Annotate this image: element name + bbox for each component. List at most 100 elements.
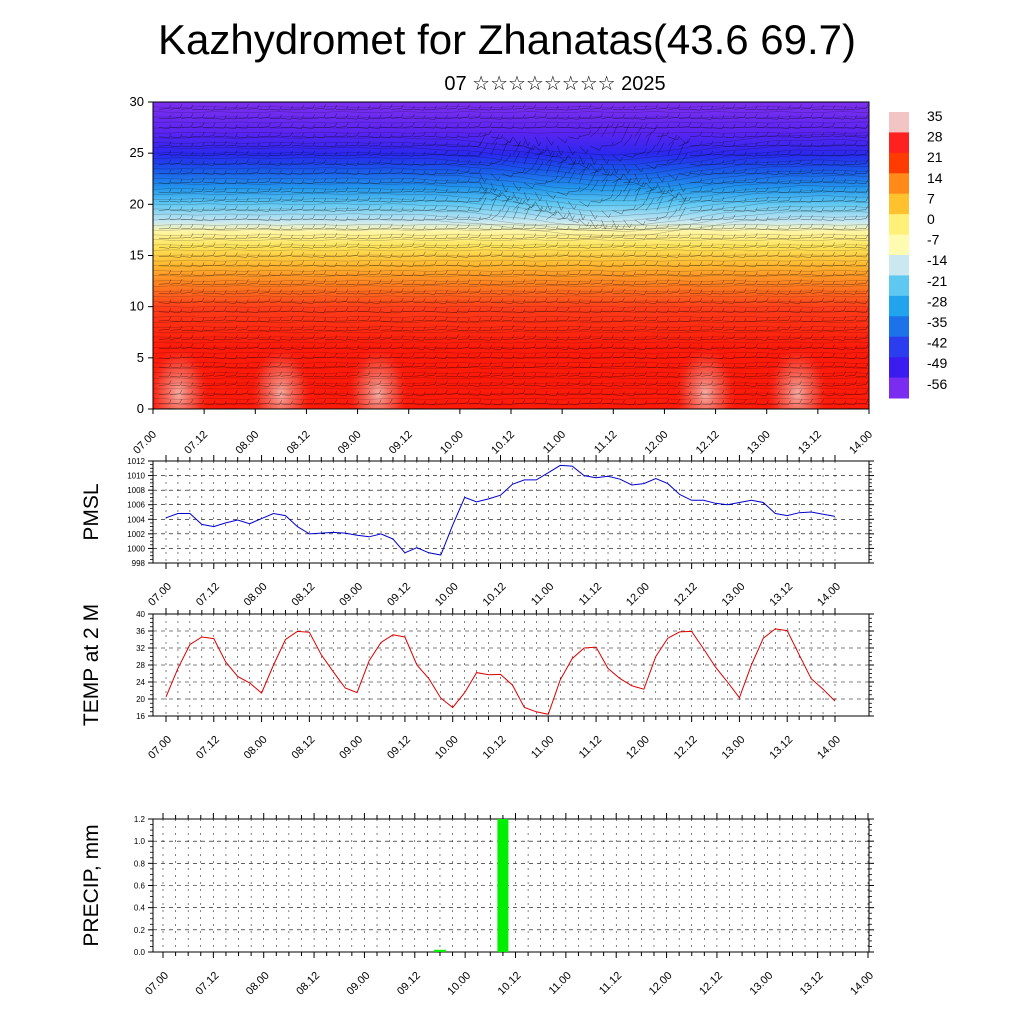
wind-barb-flag: [456, 243, 459, 249]
wind-barb: [380, 163, 391, 165]
wind-barb-flag: [843, 196, 847, 201]
wind-barb-flag: [582, 169, 586, 174]
wind-barb: [634, 219, 644, 226]
wind-barb-flag: [312, 289, 316, 294]
colorbar-label: 28: [927, 129, 943, 145]
wind-barb-flag: [555, 289, 559, 294]
wind-barb: [634, 228, 645, 230]
wind-barb-flag: [743, 298, 747, 303]
wind-barb: [723, 227, 734, 230]
contour-line: [153, 275, 869, 277]
wind-barb-flag: [832, 306, 835, 312]
wind-barb: [512, 127, 524, 129]
wind-barb: [258, 265, 269, 267]
wind-barb-flag: [434, 400, 437, 405]
wind-barb: [590, 247, 601, 249]
wind-barb: [258, 145, 269, 147]
wind-barb: [225, 191, 236, 193]
wind-barb-flag: [224, 390, 227, 396]
wind-barb-flag: [257, 363, 260, 368]
wind-barb-flag: [456, 223, 459, 229]
wind-barb-flag: [456, 381, 459, 386]
wind-barb-flag: [755, 177, 758, 182]
wind-barb-flag: [566, 326, 570, 331]
wind-barb-flag: [290, 280, 293, 286]
wind-barb-flag: [456, 113, 459, 119]
wind-barb: [402, 246, 413, 248]
wind-barb-flag: [456, 133, 459, 138]
contour-line: [153, 134, 869, 156]
wind-barb-flag: [457, 95, 459, 99]
wind-barb-flag: [356, 353, 360, 358]
wind-barb: [811, 228, 822, 230]
wind-barb-flag: [655, 224, 658, 229]
wind-barb-flag: [279, 361, 282, 367]
wind-barb: [689, 164, 701, 166]
wind-barb: [192, 164, 203, 166]
wind-barb-flag: [832, 251, 835, 257]
wind-barb: [568, 99, 578, 100]
wind-barb-flag: [660, 197, 664, 202]
wind-barb-flag: [224, 400, 227, 405]
contour-line: [153, 249, 869, 252]
wind-barb: [158, 311, 170, 313]
wind-barb-flag: [190, 398, 194, 404]
wind-barb-flag: [290, 391, 293, 396]
wind-barb-flag: [865, 124, 869, 129]
wind-barb: [324, 117, 335, 119]
height-tick-label: 10: [130, 299, 144, 314]
wind-barb-flag: [467, 326, 470, 331]
wind-barb-flag: [589, 363, 592, 369]
wind-barb-flag: [721, 316, 725, 321]
wind-barb: [656, 311, 667, 314]
wind-barb: [568, 384, 579, 386]
wind-barb-flag: [412, 113, 415, 119]
wind-barb: [258, 292, 269, 294]
wind-barb: [512, 136, 519, 146]
wind-barb: [756, 255, 767, 257]
wind-barb-flag: [633, 178, 636, 183]
wind-barb-flag: [246, 150, 249, 155]
wind-barb-flag: [401, 297, 404, 303]
wind-barb: [745, 236, 756, 239]
wind-barb-flag: [799, 269, 802, 275]
wind-barb-flag: [743, 317, 747, 323]
wind-barb-flag: [533, 123, 537, 128]
wind-barb-flag: [334, 352, 338, 358]
wind-barb-flag: [578, 307, 581, 312]
wind-barb-flag: [511, 325, 515, 330]
wind-barb: [181, 236, 192, 239]
wind-barb-flag: [201, 242, 205, 247]
wind-barb: [767, 228, 778, 231]
wind-barb: [158, 384, 170, 386]
wind-barb-flag: [323, 343, 327, 348]
wind-barb-flag: [633, 336, 636, 341]
wind-barb: [468, 246, 479, 248]
wind-barb: [579, 357, 590, 359]
wind-barb: [855, 108, 866, 110]
wind-barb: [435, 108, 446, 110]
wind-barb-flag: [224, 345, 227, 350]
wind-barb: [844, 154, 855, 156]
wind-barb-flag: [190, 343, 194, 348]
wind-barb-flag: [721, 334, 725, 340]
time-tick-label: 13.12: [796, 429, 824, 457]
wind-barb-flag: [810, 288, 813, 293]
wind-barb: [712, 302, 723, 304]
wind-barb: [590, 393, 601, 395]
colorbar-swatch: [889, 336, 909, 358]
wind-barb-flag: [799, 399, 802, 404]
wind-barb-flag: [279, 131, 282, 136]
wind-barb-flag: [434, 105, 437, 110]
wind-barb: [170, 201, 181, 203]
wind-barb-flag: [434, 251, 437, 256]
wind-barb-flag: [489, 271, 493, 276]
wind-barb: [402, 154, 413, 157]
wind-barb-flag: [799, 289, 802, 294]
wind-barb-flag: [257, 326, 260, 331]
wind-barb-flag: [683, 206, 686, 212]
wind-barb-flag: [179, 206, 183, 211]
wind-barb: [723, 191, 734, 194]
wind-barb: [701, 384, 712, 386]
wind-barb: [524, 117, 535, 119]
